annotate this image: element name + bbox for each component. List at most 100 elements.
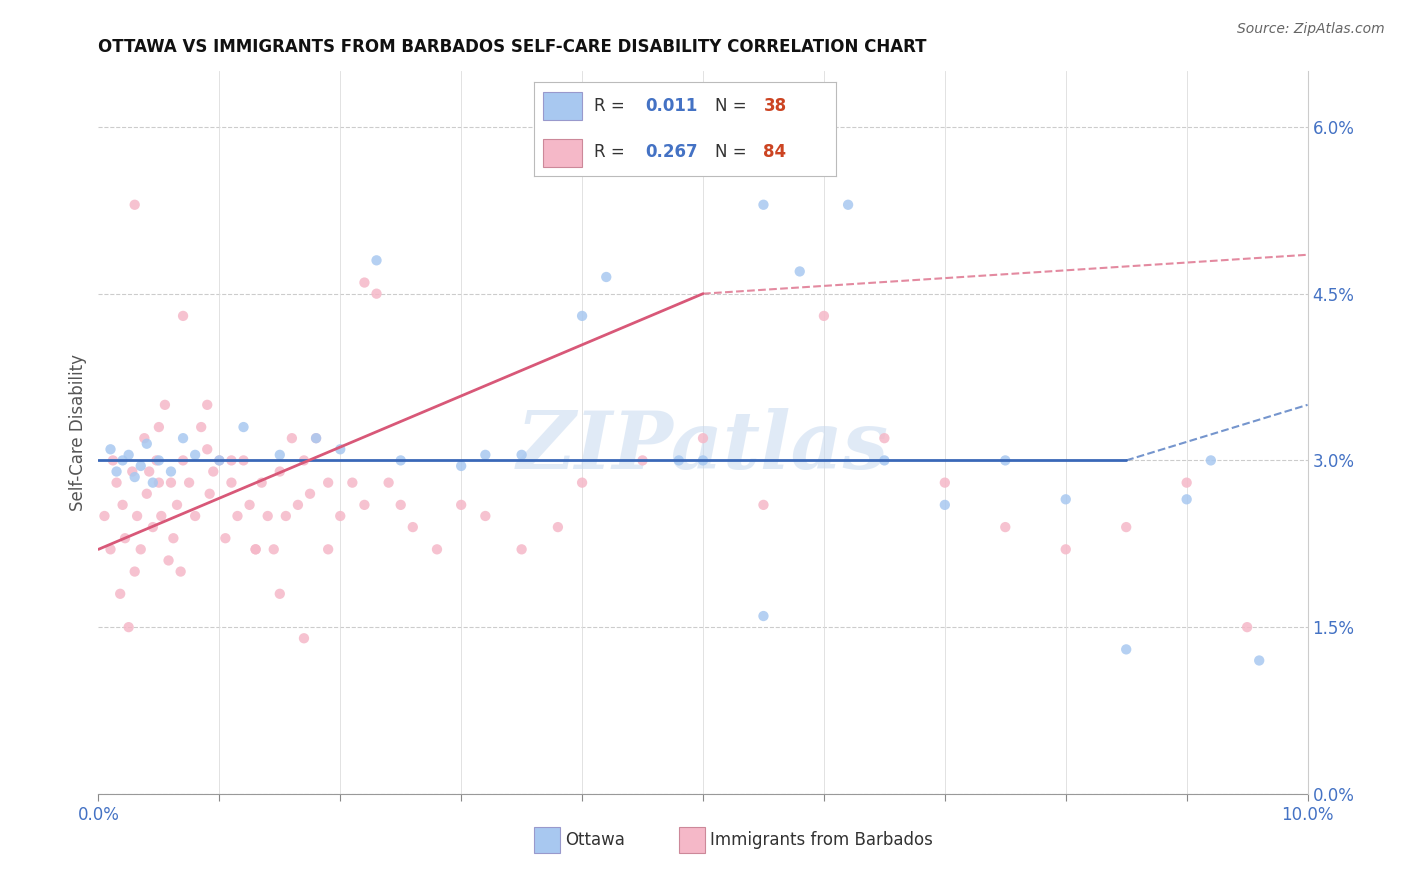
Point <box>160 465 183 479</box>
Point <box>160 475 183 490</box>
Point <box>305 431 328 445</box>
Point <box>934 498 956 512</box>
Point <box>281 431 304 445</box>
Point <box>124 470 146 484</box>
Point <box>547 520 569 534</box>
Point <box>166 498 188 512</box>
Point <box>426 542 449 557</box>
Point <box>474 508 496 523</box>
Point <box>1115 520 1137 534</box>
Point <box>269 448 291 462</box>
Point <box>250 475 273 490</box>
Point <box>873 431 896 445</box>
Point <box>752 609 775 624</box>
Point <box>292 632 315 646</box>
Point <box>172 431 194 445</box>
Point <box>208 453 231 467</box>
Point <box>127 508 149 523</box>
Point <box>232 453 254 467</box>
Point <box>1054 542 1077 557</box>
Point <box>377 475 399 490</box>
Point <box>571 475 593 490</box>
Point <box>162 531 184 545</box>
Point <box>389 498 412 512</box>
Point <box>172 309 194 323</box>
Point <box>316 542 339 557</box>
Point <box>124 198 146 212</box>
Point <box>179 475 201 490</box>
Point <box>450 498 472 512</box>
Point <box>510 542 533 557</box>
Point <box>129 542 152 557</box>
Point <box>105 465 128 479</box>
Point <box>450 458 472 473</box>
Point <box>93 508 115 523</box>
Point <box>789 264 811 278</box>
Point <box>994 453 1017 467</box>
Point <box>1249 653 1271 667</box>
FancyBboxPatch shape <box>534 827 561 853</box>
Point <box>402 520 425 534</box>
Point <box>111 498 134 512</box>
Point <box>269 465 291 479</box>
Point <box>184 448 207 462</box>
Point <box>353 498 375 512</box>
Point <box>239 498 262 512</box>
Point <box>150 508 173 523</box>
Text: Immigrants from Barbados: Immigrants from Barbados <box>710 831 934 849</box>
Point <box>245 542 267 557</box>
Point <box>263 542 285 557</box>
Point <box>353 276 375 290</box>
Point <box>994 520 1017 534</box>
Point <box>329 442 352 457</box>
Point <box>142 520 165 534</box>
Text: OTTAWA VS IMMIGRANTS FROM BARBADOS SELF-CARE DISABILITY CORRELATION CHART: OTTAWA VS IMMIGRANTS FROM BARBADOS SELF-… <box>98 38 927 56</box>
Point <box>129 458 152 473</box>
Point <box>837 198 859 212</box>
Point <box>510 448 533 462</box>
Point <box>316 475 339 490</box>
Point <box>366 286 388 301</box>
Point <box>111 453 134 467</box>
Point <box>105 475 128 490</box>
Point <box>329 508 352 523</box>
Point <box>121 465 143 479</box>
Point <box>256 508 278 523</box>
Point <box>214 531 236 545</box>
Point <box>134 431 156 445</box>
Text: ZIPatlas: ZIPatlas <box>517 409 889 486</box>
Point <box>195 442 218 457</box>
Point <box>299 487 322 501</box>
Point <box>124 565 146 579</box>
Point <box>274 508 297 523</box>
Point <box>101 453 124 467</box>
Point <box>631 453 654 467</box>
Point <box>153 398 176 412</box>
Point <box>208 453 231 467</box>
Point <box>138 465 160 479</box>
Point <box>245 542 267 557</box>
Text: Ottawa: Ottawa <box>565 831 626 849</box>
Point <box>934 475 956 490</box>
Point <box>118 620 141 634</box>
Point <box>1115 642 1137 657</box>
Point <box>135 487 157 501</box>
Point <box>305 431 328 445</box>
Text: Source: ZipAtlas.com: Source: ZipAtlas.com <box>1237 22 1385 37</box>
Y-axis label: Self-Care Disability: Self-Care Disability <box>69 354 87 511</box>
Point <box>269 587 291 601</box>
Point <box>157 553 180 567</box>
Point <box>148 453 170 467</box>
Point <box>100 542 122 557</box>
Point <box>108 587 131 601</box>
Point <box>100 442 122 457</box>
Point <box>1175 475 1198 490</box>
Point <box>198 487 221 501</box>
Point <box>135 436 157 450</box>
Point <box>184 508 207 523</box>
Point <box>595 270 617 285</box>
Point <box>221 475 243 490</box>
Point <box>145 453 167 467</box>
Point <box>142 475 165 490</box>
Point <box>1236 620 1258 634</box>
